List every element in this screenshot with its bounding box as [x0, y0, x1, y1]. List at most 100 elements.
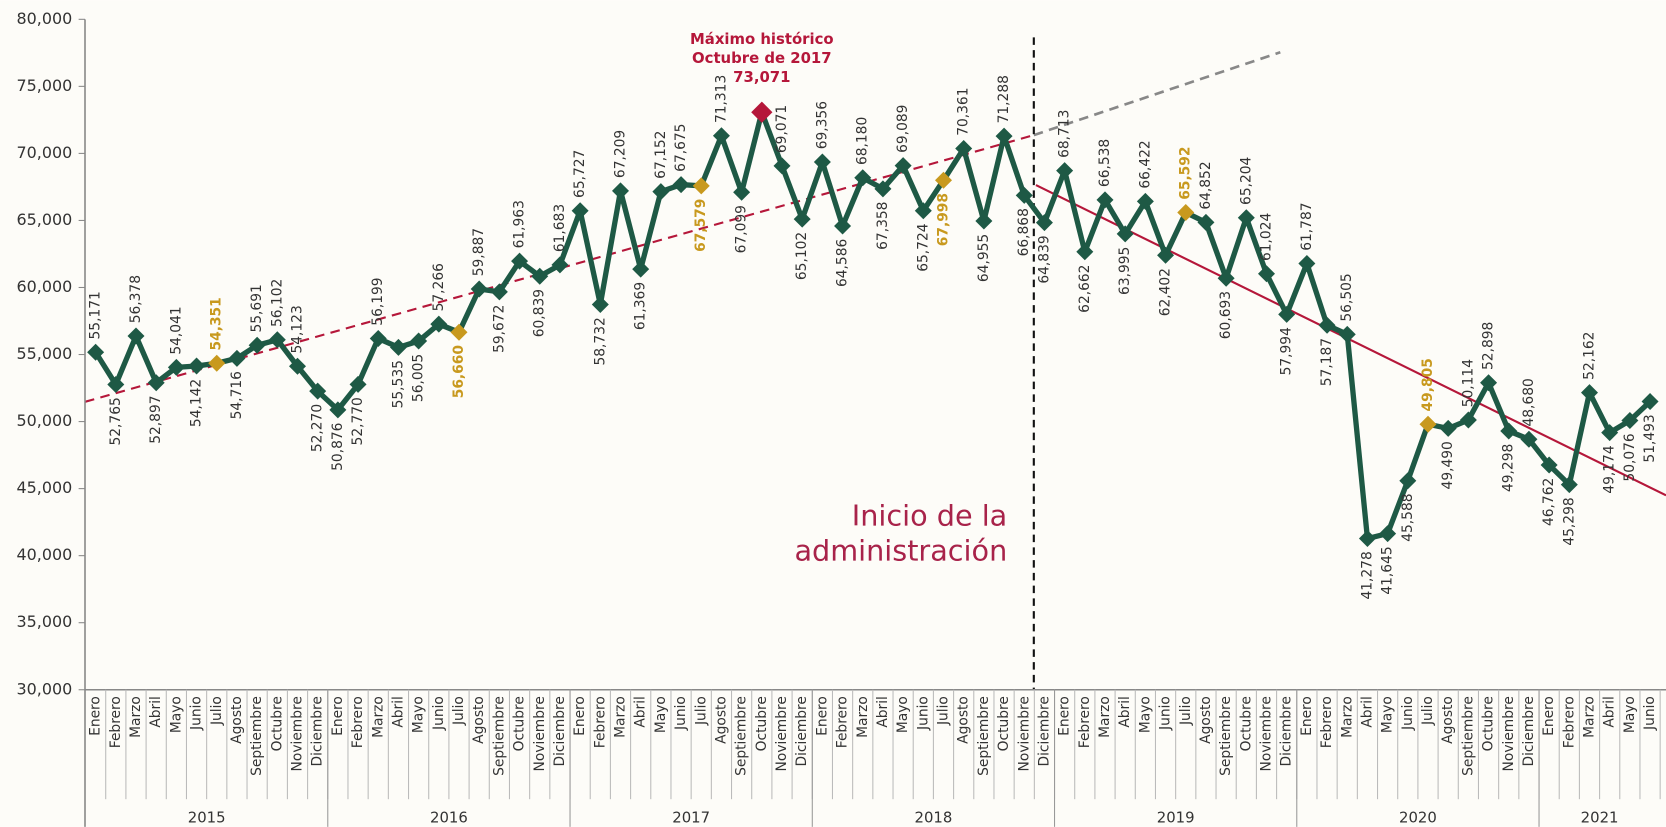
- x-tick-label: Febrero: [835, 696, 851, 748]
- x-tick-label: Enero: [330, 696, 346, 736]
- data-label: 54,142: [189, 379, 205, 427]
- x-tick-label: Abril: [875, 696, 891, 728]
- x-tick-label: Marzo: [370, 696, 386, 738]
- data-label: 65,724: [915, 223, 931, 271]
- point: [834, 217, 852, 235]
- point: [410, 332, 428, 350]
- data-label: 41,278: [1359, 551, 1375, 599]
- data-label: 49,174: [1602, 445, 1618, 493]
- point: [1177, 204, 1195, 222]
- point: [127, 327, 145, 345]
- point: [430, 315, 448, 333]
- point: [1480, 374, 1498, 392]
- x-tick-label: Octubre: [1238, 696, 1254, 751]
- data-label: 52,270: [310, 404, 326, 452]
- data-label: 69,089: [895, 105, 911, 153]
- x-tick-label: Abril: [1602, 696, 1618, 728]
- point: [87, 343, 105, 361]
- point: [167, 358, 185, 376]
- point: [1237, 209, 1255, 227]
- data-label: 65,204: [1238, 157, 1254, 205]
- x-tick-label: Febrero: [592, 696, 608, 748]
- data-label: 57,994: [1279, 327, 1295, 375]
- x-tick-label: Octubre: [754, 696, 770, 751]
- x-tick-label: Junio: [915, 696, 931, 731]
- x-tick-label: Junio: [1642, 696, 1658, 731]
- point: [1217, 269, 1235, 287]
- data-label: 52,898: [1481, 322, 1497, 370]
- x-tick-label: Diciembre: [1521, 696, 1537, 766]
- data-label: 64,586: [835, 239, 851, 287]
- point: [1035, 214, 1053, 232]
- x-tick-label: Junio: [1158, 696, 1174, 731]
- data-label: 49,490: [1440, 441, 1456, 489]
- x-tick-label: Septiembre: [1460, 696, 1476, 776]
- data-label: 54,041: [168, 306, 184, 354]
- admin-label: Inicio de la: [852, 499, 1007, 533]
- data-label: 69,356: [814, 101, 830, 149]
- x-tick-label: Junio: [1400, 696, 1416, 731]
- x-tick-label: Octubre: [512, 696, 528, 751]
- x-tick-label: Abril: [390, 696, 406, 728]
- x-tick-label: Julio: [209, 696, 225, 726]
- x-tick-label: Agosto: [229, 696, 245, 744]
- x-tick-label: Abril: [148, 696, 164, 728]
- x-tick-label: Noviembre: [1501, 696, 1517, 771]
- x-tick-label: Enero: [1541, 696, 1557, 736]
- data-label: 70,361: [956, 88, 972, 136]
- x-tick-label: Febrero: [1319, 696, 1335, 748]
- data-label: 67,675: [673, 124, 689, 172]
- x-tick-label: Septiembre: [1218, 696, 1234, 776]
- point: [975, 212, 993, 230]
- data-label: 49,298: [1501, 444, 1517, 492]
- data-label: 45,298: [1561, 497, 1577, 545]
- point: [369, 329, 387, 347]
- x-tick-label: Mayo: [895, 696, 911, 733]
- point: [1439, 419, 1457, 437]
- point: [1116, 225, 1134, 243]
- data-label: 56,005: [411, 354, 427, 402]
- x-tick-label: Marzo: [128, 696, 144, 738]
- data-label: 71,288: [996, 75, 1012, 123]
- point: [1197, 213, 1215, 231]
- data-label: 52,897: [148, 395, 164, 443]
- point: [632, 260, 650, 278]
- data-label: 41,645: [1380, 546, 1396, 594]
- y-tick-label: 60,000: [17, 277, 73, 296]
- point: [1459, 411, 1477, 429]
- point: [349, 375, 367, 393]
- x-tick-label: Abril: [1359, 696, 1375, 728]
- year-label: 2019: [1157, 808, 1195, 826]
- point: [935, 171, 952, 189]
- x-tick-label: Mayo: [411, 696, 427, 733]
- point: [1358, 530, 1376, 548]
- data-label: 59,887: [471, 228, 487, 276]
- x-tick-label: Octubre: [996, 696, 1012, 751]
- x-tick-label: Agosto: [956, 696, 972, 744]
- x-tick-label: Diciembre: [552, 696, 568, 766]
- x-tick-label: Marzo: [1097, 696, 1113, 738]
- annotation: Octubre de 2017: [692, 49, 832, 67]
- x-tick-label: Noviembre: [532, 696, 548, 771]
- point: [813, 153, 831, 171]
- x-tick-label: Mayo: [653, 696, 669, 733]
- x-tick-label: Julio: [936, 696, 952, 726]
- data-label: 61,683: [552, 204, 568, 252]
- data-label: 55,535: [390, 360, 406, 408]
- x-tick-label: Mayo: [1137, 696, 1153, 733]
- data-label: 52,765: [108, 397, 124, 445]
- point: [1076, 243, 1094, 261]
- data-label: 67,998: [936, 193, 952, 246]
- data-label: 66,868: [1016, 208, 1032, 256]
- x-tick-label: Junio: [431, 696, 447, 731]
- data-label: 61,369: [633, 282, 649, 330]
- point: [268, 331, 286, 349]
- data-label: 46,762: [1541, 478, 1557, 526]
- y-tick-label: 30,000: [17, 679, 73, 698]
- point: [955, 140, 973, 158]
- data-label: 54,716: [229, 371, 245, 419]
- point: [1379, 525, 1397, 543]
- x-tick-label: Agosto: [1440, 696, 1456, 744]
- point: [248, 336, 266, 354]
